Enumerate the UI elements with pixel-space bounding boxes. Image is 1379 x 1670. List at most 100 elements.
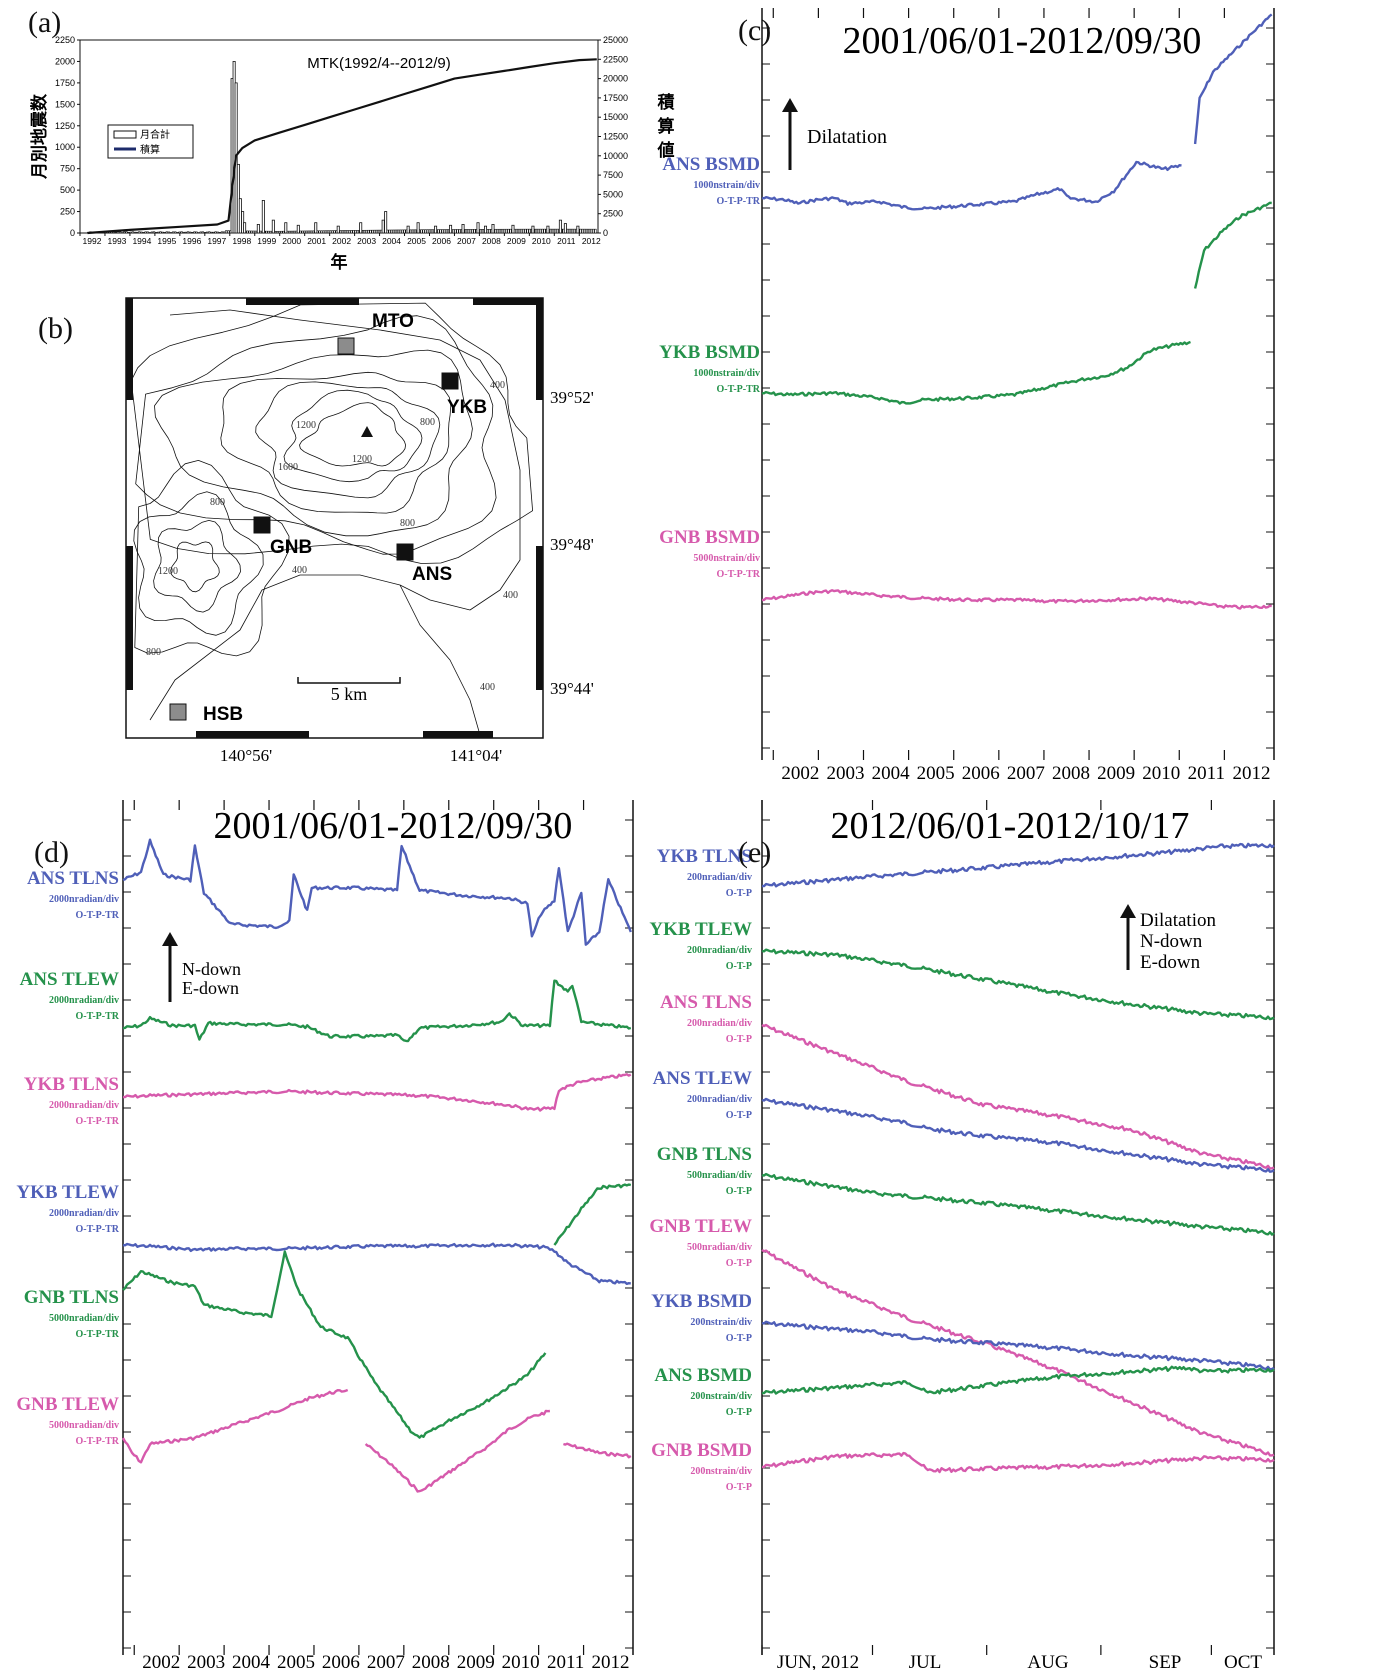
- bar-a: [445, 229, 448, 234]
- station-label-gnb: GNB: [270, 537, 312, 558]
- series-label-ykb-bsmd: YKB BSMD: [651, 1291, 752, 1312]
- series-ykb-tlns: [761, 842, 1275, 888]
- series-ykb-bsmd-recovery: [1193, 201, 1272, 289]
- y2-axis-char-a: 算: [657, 116, 675, 136]
- bar-a: [390, 229, 393, 234]
- y-tick-label-a: 0: [70, 228, 75, 238]
- series-label-ans-tlns: ANS TLNS: [660, 992, 752, 1013]
- x-tick-label: JUL: [909, 1652, 942, 1670]
- bar-a: [488, 228, 491, 234]
- map-border-segment: [473, 298, 543, 305]
- series-filter-gnb-bsmd: O-T-P: [726, 1482, 752, 1493]
- panel-e-chart: JUN, 2012 JUL AUG SEP OCT 2012/06/01-2012/10/…: [649, 800, 1275, 1670]
- panel-d-chart: 2002 2003 2004 2005 2006 2007 2008 2009 2010 2011…: [16, 800, 634, 1670]
- contour-label: 1200: [158, 566, 178, 577]
- series-scale-ans-bsmd: 1000nstrain/div: [693, 180, 760, 191]
- bar-a: [135, 231, 139, 234]
- x-tick-label-a: 2009: [507, 236, 526, 246]
- bar-a: [296, 224, 300, 234]
- map-frame: [125, 297, 544, 739]
- x-tick-label: 2012: [592, 1652, 630, 1670]
- station-label-mto: MTO: [372, 311, 414, 332]
- panel-b-map: 400 800 1200 1200 1600 800 800 400 400 1200 800 400…: [125, 297, 594, 765]
- series-scale-ans-tlns: 200nradian/div: [687, 1018, 752, 1029]
- bar-a: [507, 228, 510, 234]
- x-tick-label: 2007: [1007, 763, 1045, 784]
- bar-a: [534, 228, 538, 234]
- y-tick-label-a: 2000: [55, 56, 75, 66]
- bar-a: [381, 219, 385, 234]
- y-tick-label-a: 1750: [55, 78, 75, 88]
- bar-a: [189, 231, 192, 234]
- bar-a: [243, 222, 247, 234]
- bar-a: [443, 229, 446, 234]
- map-border-segment: [126, 546, 133, 690]
- bar-a: [138, 231, 141, 234]
- y2-axis-label-a: 積算値: [657, 92, 676, 160]
- bar-a: [176, 232, 179, 234]
- x-tick-label: 2012: [1232, 763, 1270, 784]
- map-border-segment: [246, 298, 359, 305]
- x-tick-label: 2004: [232, 1652, 271, 1670]
- bar-a: [142, 232, 145, 234]
- bar-a: [161, 231, 164, 234]
- longitude-label: 141°04': [450, 746, 502, 765]
- series-ykb-bsmd: [761, 340, 1191, 405]
- bar-a: [155, 231, 158, 234]
- bar-a: [413, 229, 417, 234]
- map-border-segment: [126, 298, 133, 400]
- bar-a: [434, 225, 438, 234]
- bar-a: [354, 230, 357, 234]
- bar-a: [537, 228, 540, 234]
- bar-a: [426, 229, 429, 234]
- bar-a: [437, 229, 440, 234]
- y2-tick-label-a: 15000: [603, 112, 628, 122]
- bar-a: [471, 229, 474, 234]
- series-label-ans-bsmd: ANS BSMD: [662, 154, 760, 175]
- bar-a: [541, 228, 544, 234]
- x-tick-label-a: 2005: [407, 236, 426, 246]
- station-label-ykb: YKB: [447, 397, 487, 418]
- series-scale-gnb-tlns: 5000nradian/div: [49, 1313, 119, 1324]
- bar-a: [509, 228, 512, 234]
- bar-a: [452, 229, 455, 234]
- bar-a: [403, 229, 406, 234]
- x-tick-label: 2003: [187, 1652, 225, 1670]
- bar-a: [456, 229, 459, 234]
- bar-a: [363, 229, 366, 234]
- bar-a: [199, 231, 202, 234]
- bar-a: [473, 229, 476, 234]
- bar-a: [373, 229, 376, 234]
- bar-a: [218, 232, 221, 234]
- bar-a: [346, 230, 349, 234]
- chart-title: 2012/06/01-2012/10/17: [831, 805, 1190, 847]
- bar-a: [411, 229, 415, 234]
- bar-a: [526, 228, 529, 234]
- bar-a: [396, 229, 400, 234]
- bar-a: [430, 229, 434, 234]
- bar-a: [388, 229, 391, 234]
- contour-line: [170, 541, 220, 593]
- bar-a: [116, 231, 120, 234]
- bar-a: [329, 230, 332, 234]
- contour-line: [135, 315, 497, 555]
- contour-line: [153, 520, 241, 613]
- bar-a: [326, 230, 330, 234]
- bar-a: [484, 225, 488, 234]
- x-tick-label: 2007: [367, 1652, 405, 1670]
- x-tick-label: 2011: [547, 1652, 584, 1670]
- contour-line: [133, 491, 264, 636]
- bar-a: [114, 232, 117, 234]
- bar-a: [254, 230, 258, 234]
- bar-a: [299, 230, 302, 234]
- dilatation-arrowhead: [782, 98, 798, 112]
- bar-a: [524, 228, 527, 234]
- bar-a: [543, 228, 546, 234]
- bar-a: [246, 230, 249, 234]
- bar-a: [312, 230, 315, 234]
- bar-a: [252, 230, 255, 234]
- x-tick-label-a: 2002: [332, 236, 351, 246]
- bar-a: [180, 231, 183, 234]
- series-ans-tlns: [122, 838, 632, 946]
